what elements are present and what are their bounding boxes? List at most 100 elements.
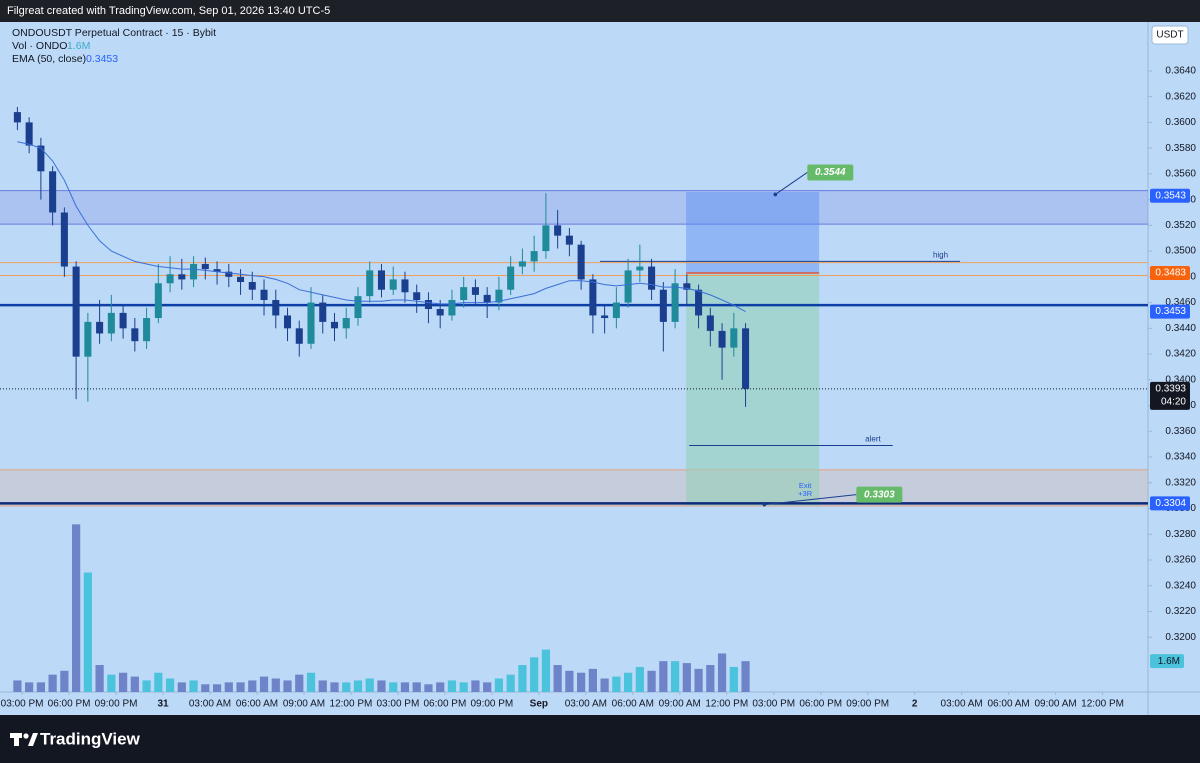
volume-bar <box>36 682 45 692</box>
y-tick-label: 0.3260 <box>1165 555 1196 566</box>
currency-box[interactable] <box>1151 25 1189 45</box>
volume-bar <box>647 670 656 692</box>
candle-body <box>424 300 432 310</box>
volume-bar <box>565 670 574 692</box>
volume-bar <box>518 665 527 692</box>
candle-body <box>143 318 151 342</box>
x-tick-label: 31 <box>157 699 169 710</box>
candle-body <box>366 270 374 297</box>
candle-body <box>295 328 303 344</box>
candle-body <box>178 274 186 280</box>
volume-bar <box>447 680 457 692</box>
callout-label: 0.3303 <box>864 489 895 500</box>
callout-pointer <box>775 172 808 195</box>
symbol-title: ONDOUSDT Perpetual Contract · 15 · Bybit <box>12 27 216 39</box>
candle-body <box>577 244 585 280</box>
chart-background <box>0 22 1200 715</box>
volume-bar <box>189 680 198 692</box>
y-tick-label: 0.3200 <box>1165 632 1196 643</box>
x-tick-label: 09:00 AM <box>1034 699 1076 710</box>
price-badge <box>1150 188 1190 203</box>
countdown-label: 04:20 <box>1161 396 1186 407</box>
ema-legend-value: 0.3453 <box>86 53 118 65</box>
volume-bar <box>588 668 597 692</box>
price-badge-label: 0.3543 <box>1155 190 1186 201</box>
x-tick-label: 09:00 PM <box>95 699 138 710</box>
x-tick-label: 12:00 PM <box>330 699 373 710</box>
volume-bar <box>236 682 245 692</box>
annotation-label: alert <box>865 435 881 444</box>
volume-bar <box>471 680 480 692</box>
y-tick-label: 0.3420 <box>1165 349 1196 360</box>
candle-body <box>37 145 45 172</box>
volume-bar <box>494 678 504 692</box>
candle-body <box>436 309 444 316</box>
price-axis: 0.32000.32200.32400.32600.32800.33000.33… <box>1148 66 1196 669</box>
y-tick-label: 0.3520 <box>1165 220 1196 231</box>
callout-anchor <box>762 502 767 507</box>
volume-bar <box>623 672 633 692</box>
ema-legend: EMA (50, close) <box>12 53 86 65</box>
x-tick-label: 03:00 PM <box>1 699 44 710</box>
candle-body <box>283 315 292 329</box>
volume-bar <box>154 672 163 692</box>
candle-body <box>190 263 198 280</box>
candle-body <box>471 287 479 295</box>
volume-bar <box>201 684 210 692</box>
position-stop-area <box>686 272 820 506</box>
logo-shape <box>14 733 19 746</box>
currency-label: USDT <box>1156 30 1183 41</box>
annotation-label: high <box>933 251 948 260</box>
x-tick-label: 03:00 AM <box>941 699 983 710</box>
candle-body <box>601 315 609 319</box>
volume-bar <box>530 657 539 692</box>
x-tick-label: 06:00 PM <box>423 699 466 710</box>
candle-body <box>342 318 350 329</box>
candle-body <box>225 271 233 277</box>
y-tick-label: 0.3280 <box>1165 529 1196 540</box>
volume-bar <box>212 684 222 692</box>
callout-anchor <box>773 192 778 197</box>
volume-bar <box>553 665 562 692</box>
candle-body <box>518 261 526 267</box>
header-text: Filgreat created with TradingView.com, S… <box>7 5 330 17</box>
volume-bar <box>177 682 186 692</box>
price-badge <box>1150 265 1190 280</box>
last-price-badge <box>1150 381 1190 410</box>
x-tick-label: 12:00 PM <box>1081 699 1124 710</box>
brand-logo <box>10 733 38 746</box>
volume-bar <box>259 676 269 692</box>
volume-bar <box>706 665 715 692</box>
volume-bar <box>130 676 139 692</box>
volume-bar <box>717 653 727 692</box>
volume-bar <box>271 678 280 692</box>
candle-body <box>49 171 57 213</box>
y-tick-label: 0.3240 <box>1165 580 1196 591</box>
volume-bar <box>389 682 398 692</box>
callout-label: 0.3544 <box>815 167 846 178</box>
y-tick-label: 0.3220 <box>1165 606 1196 617</box>
volume-bar <box>142 680 151 692</box>
volume-bar <box>248 680 257 692</box>
volume-bar <box>283 680 292 692</box>
x-tick-label: 09:00 PM <box>470 699 513 710</box>
y-tick-label: 0.3360 <box>1165 426 1196 437</box>
x-tick-label: 03:00 PM <box>752 699 795 710</box>
plot-area: Exit+3R high alert 0.3544 0.3303 <box>0 106 1148 692</box>
y-tick-label: 0.3580 <box>1165 143 1196 154</box>
candle-body <box>401 279 409 293</box>
volume-legend: Vol · ONDO <box>12 40 67 52</box>
x-tick-label: 03:00 AM <box>189 699 231 710</box>
volume-bar <box>318 680 327 692</box>
volume-bar <box>670 661 680 692</box>
volume-bar <box>83 572 92 692</box>
candle-body <box>530 251 538 262</box>
volume-bar <box>377 680 386 692</box>
candle-body <box>706 315 714 331</box>
volume-bar <box>541 649 551 692</box>
candle-body <box>742 328 750 389</box>
candle-body <box>389 279 397 290</box>
candle-body <box>495 289 503 303</box>
callout-box <box>807 164 854 181</box>
candle-body <box>131 328 139 342</box>
